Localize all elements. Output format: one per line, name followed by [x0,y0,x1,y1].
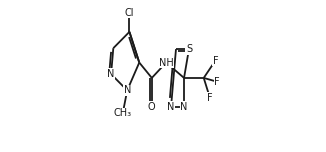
Text: S: S [186,44,192,54]
Text: N: N [107,69,115,79]
Text: F: F [207,93,213,103]
Text: CH₃: CH₃ [114,108,132,118]
Text: N: N [180,102,188,112]
Text: F: F [215,77,220,87]
Text: Cl: Cl [125,8,134,18]
Text: F: F [213,56,218,66]
Text: O: O [148,102,156,112]
Text: N: N [167,102,175,112]
Text: N: N [124,85,131,95]
Text: NH: NH [159,58,173,67]
